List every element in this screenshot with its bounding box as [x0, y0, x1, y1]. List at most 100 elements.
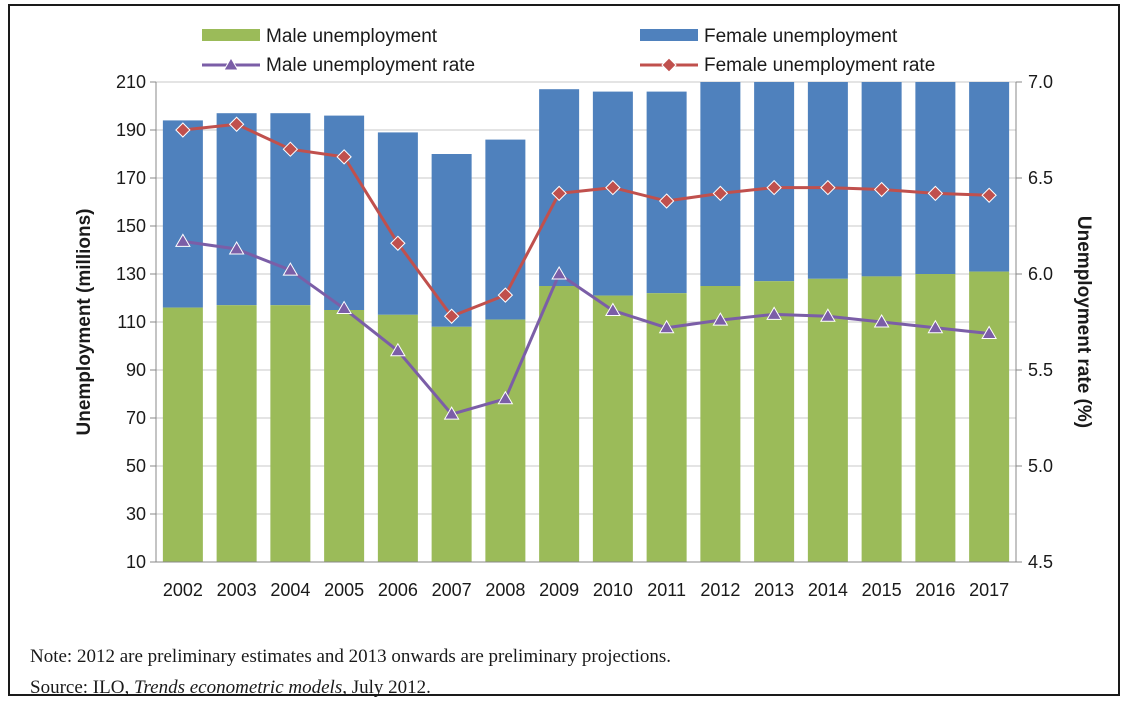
legend-label-female: Female unemployment	[704, 26, 898, 47]
male-rate-point	[282, 262, 299, 276]
bar-female	[324, 115, 365, 310]
male-rate-point	[390, 342, 406, 357]
bar-male	[969, 271, 1010, 562]
y2-axis-title: Unemployment rate (%)	[1073, 216, 1094, 428]
chart-source: Source: ILO, Trends econometric models, …	[30, 677, 431, 699]
female-rate-point	[712, 185, 729, 202]
bar-male	[485, 319, 526, 562]
male-rate-point	[981, 325, 997, 340]
female-rate-point	[766, 179, 782, 196]
female-rate-point	[605, 179, 621, 196]
bar-male	[700, 286, 741, 562]
male-rate-point	[336, 300, 352, 315]
y-tick-label: 190	[116, 120, 146, 140]
y2-tick-label: 5.0	[1028, 456, 1053, 476]
female-rate-point	[873, 181, 890, 198]
y-tick-label: 210	[116, 72, 146, 92]
x-tick-label: 2015	[862, 580, 902, 600]
male-rate-point	[820, 308, 836, 322]
male-rate-point	[605, 302, 621, 316]
bar-male	[592, 295, 633, 562]
x-tick-label: 2016	[915, 580, 955, 600]
source-title: Trends econometric models	[133, 677, 343, 698]
female-rate-point	[336, 149, 352, 165]
female-rate-point	[390, 235, 406, 251]
bar-male	[431, 326, 472, 562]
male-rate-point	[873, 314, 890, 328]
y-tick-label: 30	[126, 504, 146, 524]
female-rate-point	[497, 287, 514, 303]
y2-tick-label: 5.5	[1028, 360, 1053, 380]
y-tick-label: 10	[126, 552, 146, 572]
female-rate-point	[820, 179, 836, 196]
male-rate-point	[658, 319, 675, 334]
y-tick-label: 70	[126, 408, 146, 428]
x-tick-label: 2007	[432, 580, 472, 600]
bar-male	[162, 307, 203, 562]
x-tick-label: 2012	[700, 580, 740, 600]
x-tick-label: 2014	[808, 580, 848, 600]
female-rate-point	[175, 122, 191, 138]
chart-note: Note: 2012 are preliminary estimates and…	[30, 646, 672, 667]
male-rate-point	[927, 319, 944, 334]
male-rate-point	[766, 306, 782, 320]
x-tick-label: 2006	[378, 580, 418, 600]
y2-tick-label: 7.0	[1028, 72, 1053, 92]
y-tick-label: 90	[126, 360, 146, 380]
y-tick-label: 110	[117, 312, 146, 332]
bar-female	[216, 113, 257, 306]
y-tick-label: 170	[116, 168, 146, 188]
source-suffix: , July 2012.	[342, 677, 431, 698]
bar-male	[270, 305, 311, 562]
bar-male	[646, 293, 687, 562]
bar-male	[216, 305, 257, 562]
female-rate-point	[658, 193, 675, 209]
bar-male	[539, 286, 580, 562]
legend-marker-male-rate	[223, 57, 239, 71]
bar-female	[700, 82, 741, 286]
female-rate-point	[443, 308, 460, 324]
female-rate-line	[182, 122, 990, 318]
x-tick-label: 2009	[539, 580, 579, 600]
legend-swatch-female	[640, 29, 698, 41]
bar-female	[162, 120, 203, 308]
bar-female	[646, 91, 687, 294]
female-rate-point	[228, 116, 245, 132]
x-tick-label: 2008	[485, 580, 525, 600]
male-rate-line	[182, 239, 990, 416]
legend-label-male-rate: Male unemployment rate	[266, 55, 475, 76]
y-axis-title: Unemployment (millions)	[74, 209, 95, 436]
legend-label-male: Male unemployment	[266, 26, 438, 47]
male-rate-point	[712, 312, 729, 326]
source-prefix: Source: ILO,	[30, 677, 134, 698]
x-tick-label: 2002	[163, 580, 203, 600]
bar-male	[915, 274, 956, 562]
male-rate-point	[551, 266, 567, 280]
x-tick-label: 2003	[217, 580, 257, 600]
female-rate-point	[282, 141, 299, 157]
male-rate-point	[175, 233, 191, 247]
legend-label-female-rate: Female unemployment rate	[704, 55, 935, 76]
legend-swatch-male	[202, 29, 260, 41]
legend-marker-female-rate	[661, 57, 677, 73]
y-tick-label: 130	[116, 264, 146, 284]
male-rate-point	[443, 406, 460, 420]
x-tick-label: 2010	[593, 580, 633, 600]
bar-male	[324, 310, 365, 562]
bar-female	[861, 82, 902, 277]
female-rate-point	[981, 187, 997, 203]
x-tick-label: 2004	[270, 580, 310, 600]
y-tick-label: 50	[126, 456, 146, 476]
y2-tick-label: 6.5	[1028, 168, 1053, 188]
x-tick-label: 2017	[969, 580, 1009, 600]
unemployment-chart: 10 30 50 70 90 110 130 150 170 190 210 4.5 5.0 5.5 6.0…	[74, 26, 1094, 600]
bar-male	[754, 281, 795, 562]
bar-female	[431, 154, 472, 327]
figure-frame: 10 30 50 70 90 110 130 150 170 190 210 4.5 5.0 5.5 6.0…	[8, 4, 1120, 699]
bar-female	[969, 82, 1010, 272]
bar-male	[807, 278, 848, 562]
x-tick-label: 2013	[754, 580, 794, 600]
bar-female	[915, 82, 956, 274]
y-tick-label: 150	[116, 216, 146, 236]
x-tick-label: 2011	[647, 580, 686, 600]
